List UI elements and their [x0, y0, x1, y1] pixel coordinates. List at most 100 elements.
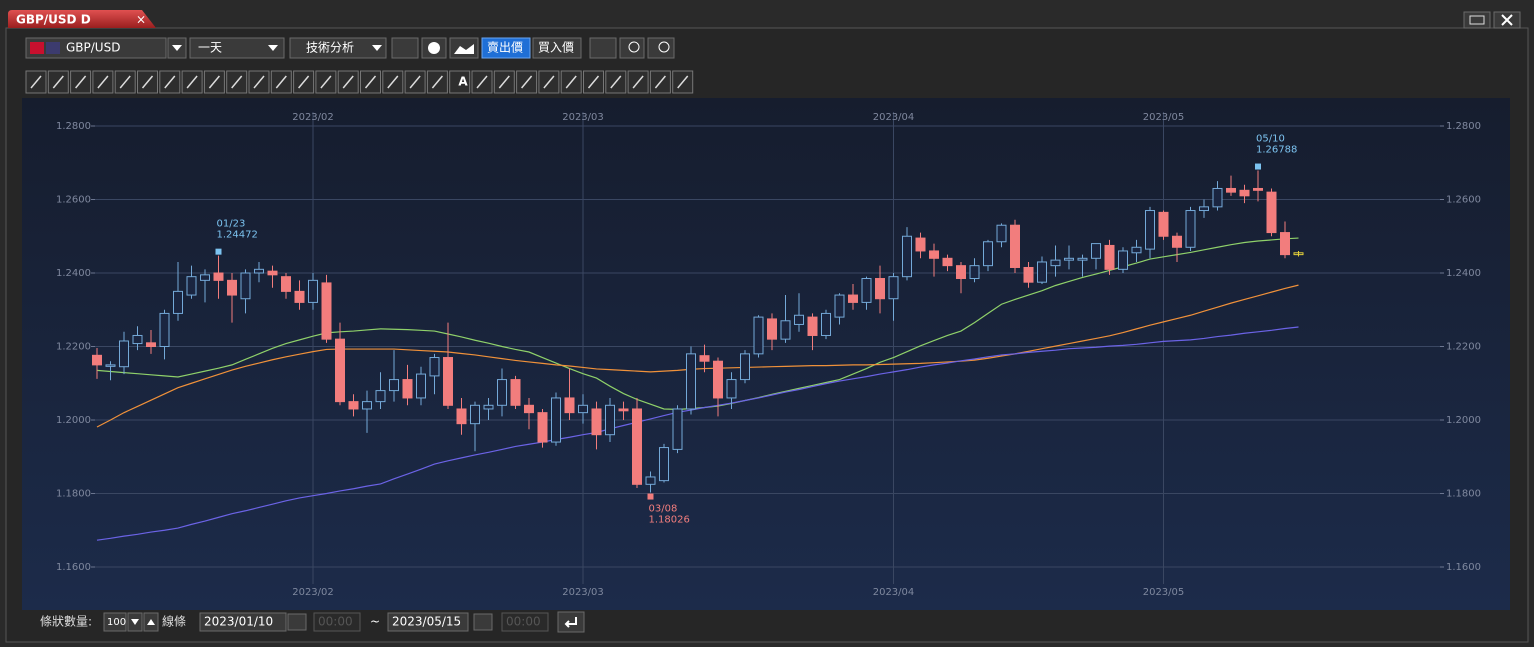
close-icon	[1501, 14, 1513, 26]
candle-body	[1199, 206, 1209, 212]
candle-body	[983, 241, 993, 267]
y-tick-label: 1.2200	[1446, 342, 1481, 353]
x-tick-label: 2023/03	[562, 112, 604, 123]
tool-icon	[186, 75, 198, 89]
candle-body	[753, 316, 764, 355]
y-tick-label: 1.2800	[56, 121, 91, 132]
candle-body	[956, 265, 966, 280]
candle-body	[861, 278, 872, 303]
candle-body	[200, 274, 210, 281]
tool-icon	[654, 75, 666, 89]
y-tick-label: 1.1800	[56, 489, 91, 500]
candle-body	[713, 360, 723, 399]
tab[interactable]	[8, 10, 156, 28]
tab-title: GBP/USD D	[16, 13, 91, 27]
end-date-box[interactable]	[387, 612, 469, 632]
x-tick-label: 2023/02	[292, 587, 334, 598]
x-tick-label: 2023/02	[292, 112, 334, 123]
y-tick-label: 1.2400	[56, 268, 91, 279]
tool-icon	[164, 75, 176, 89]
candle-body	[821, 312, 831, 336]
y-tick-label: 1.2200	[56, 342, 91, 353]
candle-body	[281, 276, 291, 292]
draw-button[interactable]	[391, 37, 419, 59]
tool-icon	[30, 75, 42, 89]
y-tick-label: 1.1600	[1446, 562, 1481, 573]
x-tick-label: 2023/03	[562, 587, 604, 598]
candle-body	[740, 353, 750, 381]
buy-button[interactable]	[532, 37, 582, 59]
zoom-icon	[628, 41, 640, 53]
candle-body	[362, 401, 372, 410]
analysis-menu[interactable]	[289, 37, 387, 59]
moving-average-line	[96, 326, 1299, 541]
candle-body	[1131, 246, 1142, 254]
arrow	[372, 45, 382, 51]
annotation-price: 1.26788	[1256, 145, 1297, 156]
candle-body	[213, 272, 224, 281]
info-icon	[428, 42, 440, 54]
calendar-button[interactable]	[287, 613, 307, 631]
arrows	[131, 619, 155, 625]
apply-icon	[564, 617, 577, 628]
candle-body	[1023, 266, 1034, 283]
candle-body	[537, 412, 548, 443]
symbol-select[interactable]	[25, 37, 167, 59]
maximize-button[interactable]	[1463, 11, 1491, 29]
tool-icon	[141, 75, 154, 89]
candle-body	[1104, 244, 1115, 270]
candle-body	[929, 250, 939, 259]
period-select[interactable]	[189, 37, 285, 59]
y-tick-label: 1.2000	[1446, 415, 1481, 426]
end-date: 2023/05/15	[392, 615, 461, 629]
tool-icon	[253, 75, 265, 89]
x-tick-label: 2023/05	[1143, 587, 1185, 598]
calendar-button[interactable]	[473, 613, 493, 631]
tool-icon	[275, 75, 287, 89]
annotation-price: 1.18026	[649, 515, 690, 526]
drawing-tools	[25, 70, 694, 94]
candle-body	[294, 290, 305, 303]
tool-icon	[387, 75, 399, 89]
candle-body	[1239, 189, 1250, 197]
candle-body	[672, 408, 683, 450]
tool-button[interactable]	[449, 70, 471, 94]
extreme-marker	[647, 493, 654, 500]
y-tick-label: 1.1800	[1446, 489, 1481, 500]
extreme-marker	[1255, 163, 1261, 170]
tool-icon	[431, 75, 443, 89]
tool-icon	[521, 75, 533, 89]
candle-body	[969, 265, 980, 280]
buy-label: 買入價	[538, 41, 574, 55]
candle-body	[618, 408, 629, 412]
candle-body	[483, 404, 494, 410]
count-box[interactable]	[103, 612, 127, 632]
candle-body	[321, 282, 332, 340]
chart-type-button[interactable]	[589, 37, 617, 59]
candle-body	[254, 268, 264, 274]
candle-body	[146, 342, 156, 348]
candle-body	[1091, 243, 1101, 259]
apply-button[interactable]	[557, 611, 585, 633]
candle-body	[1293, 252, 1304, 256]
sell-button[interactable]	[481, 37, 531, 59]
candle-body	[834, 294, 845, 318]
candle-body	[132, 334, 143, 345]
arrow	[268, 45, 278, 51]
candle-body	[1253, 187, 1263, 191]
flag-us	[46, 42, 60, 54]
tab-close[interactable]: ×	[136, 13, 146, 27]
candle-body	[915, 237, 926, 252]
candle-body	[699, 355, 710, 362]
start-date-box[interactable]	[199, 612, 287, 632]
candle-body	[470, 404, 480, 425]
candle-body	[875, 278, 885, 300]
tool-icon	[320, 75, 332, 89]
candle-body	[645, 476, 656, 485]
zoom-out-button[interactable]	[619, 37, 645, 59]
tool-icon	[565, 75, 577, 89]
zoom-in-button[interactable]	[647, 37, 675, 59]
candle-body	[402, 379, 413, 399]
candle-body	[632, 408, 642, 485]
tool-icon	[208, 75, 220, 89]
